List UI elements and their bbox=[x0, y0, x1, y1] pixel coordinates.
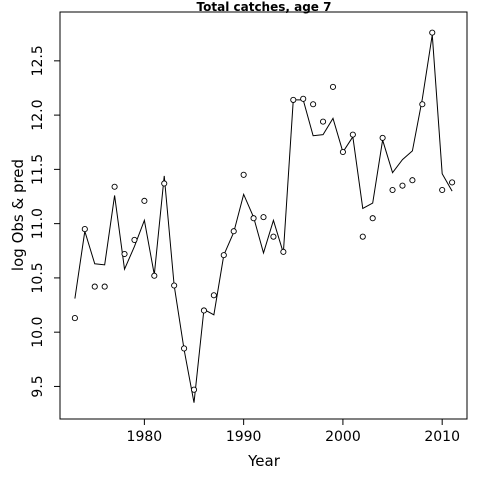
predicted-line bbox=[74, 34, 453, 403]
observed-point bbox=[171, 282, 178, 289]
observed-point bbox=[250, 215, 257, 222]
observed-point bbox=[300, 95, 307, 102]
observed-point bbox=[429, 29, 436, 36]
observed-point bbox=[121, 250, 128, 258]
x-axis: 1980 1990 2000 2010 bbox=[127, 419, 460, 445]
observed-point bbox=[260, 214, 267, 221]
observed-point bbox=[290, 96, 297, 103]
observed-point bbox=[200, 307, 207, 314]
observed-point bbox=[449, 179, 456, 186]
observed-point bbox=[409, 177, 416, 184]
observed-point bbox=[310, 101, 317, 108]
y-tick-label: 10.5 bbox=[30, 262, 46, 293]
observed-point bbox=[280, 248, 287, 255]
observed-point bbox=[349, 131, 356, 138]
x-axis-label: Year bbox=[247, 452, 281, 470]
observed-point bbox=[131, 236, 138, 243]
observed-point bbox=[91, 283, 98, 290]
observed-point bbox=[359, 233, 366, 240]
observed-point bbox=[190, 386, 198, 393]
y-axis-label: log Obs & pred bbox=[9, 159, 27, 271]
y-tick-label: 10.0 bbox=[30, 317, 46, 348]
x-tick-label: 2000 bbox=[325, 429, 361, 445]
observed-point bbox=[111, 183, 118, 190]
observed-point bbox=[320, 118, 327, 125]
observed-point bbox=[230, 228, 237, 235]
observed-point bbox=[439, 186, 446, 194]
y-tick-label: 12.5 bbox=[30, 45, 46, 76]
observed-point bbox=[270, 233, 277, 240]
y-tick-label: 9.5 bbox=[30, 375, 46, 397]
chart-title: Total catches, age 7 bbox=[197, 0, 332, 14]
observed-point bbox=[151, 272, 158, 279]
observed-point bbox=[181, 345, 188, 352]
observed-point bbox=[161, 180, 168, 187]
y-tick-label: 11.0 bbox=[30, 208, 46, 239]
observed-point bbox=[339, 148, 346, 156]
observed-point bbox=[329, 83, 337, 90]
y-tick-label: 11.5 bbox=[30, 154, 46, 185]
observed-point bbox=[220, 252, 227, 259]
x-tick-label: 1980 bbox=[127, 429, 163, 445]
observed-point bbox=[389, 186, 396, 194]
y-axis: 9.5 10.0 10.5 11.0 11.5 12.0 12.5 bbox=[30, 45, 60, 398]
observed-point bbox=[399, 182, 406, 189]
observed-point bbox=[71, 315, 78, 322]
observed-point bbox=[101, 283, 108, 290]
observed-point bbox=[240, 171, 247, 178]
x-tick-label: 2010 bbox=[424, 429, 460, 445]
observed-point bbox=[379, 134, 386, 141]
observed-point bbox=[210, 292, 217, 299]
observed-point bbox=[419, 101, 426, 108]
observed-point bbox=[81, 226, 88, 233]
observed-point bbox=[141, 197, 148, 204]
series-layer bbox=[71, 29, 456, 403]
x-tick-label: 1990 bbox=[226, 429, 262, 445]
observed-point bbox=[369, 215, 376, 222]
y-tick-label: 12.0 bbox=[30, 100, 46, 131]
plot-frame bbox=[59, 11, 468, 420]
